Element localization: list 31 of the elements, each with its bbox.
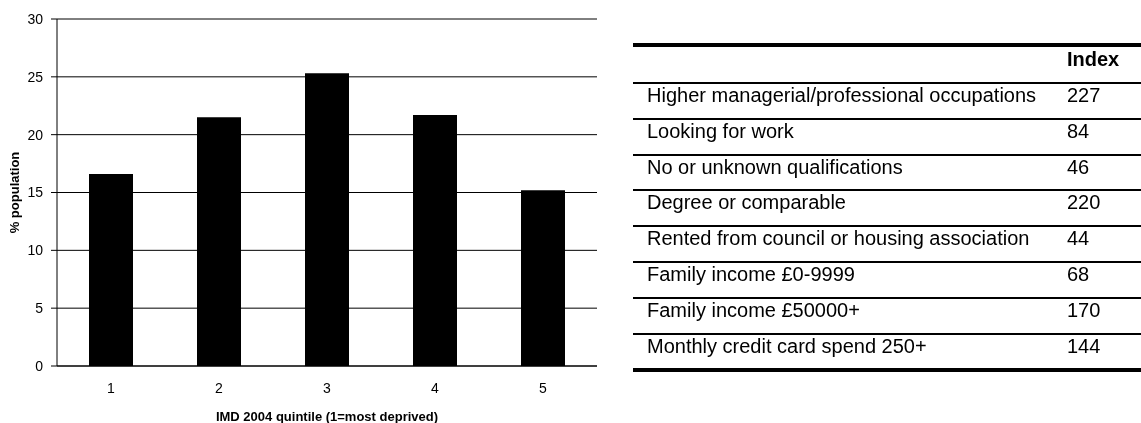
data-label: 170 <box>1067 298 1102 323</box>
data-label: 84 <box>1067 119 1091 144</box>
data-label: 46 <box>1067 155 1091 180</box>
data-label: 220 <box>1067 191 1102 216</box>
category-label: No or unknown qualifications <box>646 155 904 180</box>
text: Index <box>1067 47 1121 72</box>
data-label: 144 <box>1067 334 1102 359</box>
y-tick-label: 25 <box>27 68 44 85</box>
y-tick-label: 20 <box>27 126 44 143</box>
y-tick-label: 30 <box>27 10 44 27</box>
category-label: Rented from council or housing association <box>646 227 1031 252</box>
y-tick-label: 5 <box>35 300 44 317</box>
category-label: Degree or comparable <box>646 191 847 216</box>
data-label: 227 <box>1067 84 1102 108</box>
x-tick-label: 3 <box>323 379 332 396</box>
x-tick-label: 4 <box>431 379 440 396</box>
category-label: Family income £50000+ <box>646 298 861 323</box>
x-tick-label: 2 <box>215 379 224 396</box>
x-tick-label: 5 <box>539 379 548 396</box>
x-axis-title: IMD 2004 quintile (1=most deprived) <box>215 409 439 423</box>
y-tick-label: 0 <box>35 357 44 374</box>
category-label: Higher managerial/professional occupations <box>646 84 1038 108</box>
category-label: Looking for work <box>646 119 795 144</box>
data-label: 68 <box>1067 262 1091 287</box>
y-axis-title: % population <box>6 151 22 234</box>
y-tick-label: 15 <box>27 184 44 201</box>
data-label: 44 <box>1067 227 1091 252</box>
y-tick-label: 10 <box>27 242 44 259</box>
category-label: Monthly credit card spend 250+ <box>646 334 928 359</box>
category-label: Family income £0-9999 <box>646 262 856 287</box>
x-tick-label: 1 <box>107 379 116 396</box>
